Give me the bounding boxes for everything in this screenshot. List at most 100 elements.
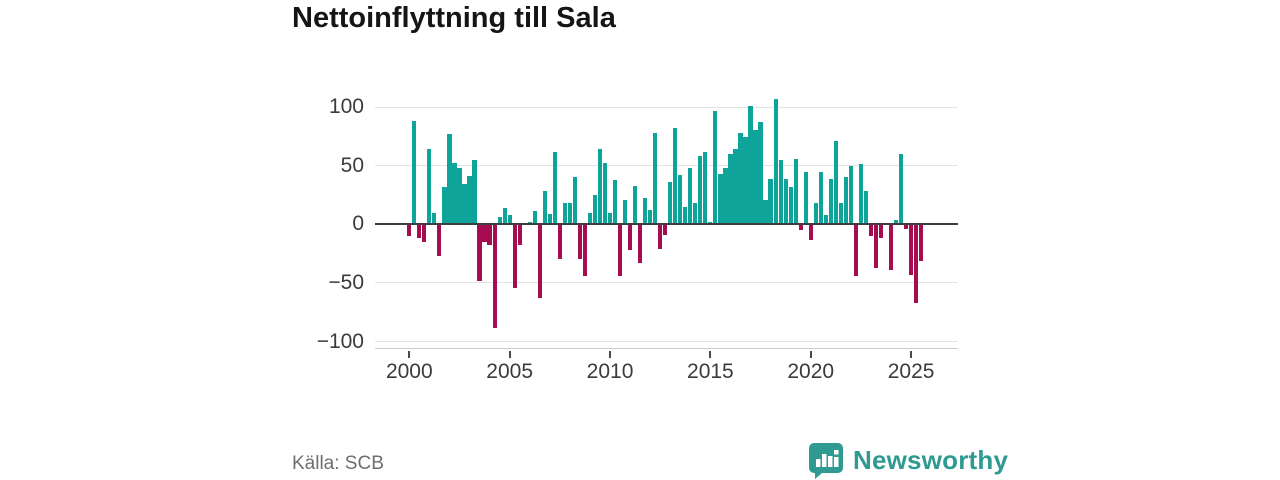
- newsworthy-bubble-icon: [809, 442, 843, 479]
- x-tick-label: 2005: [486, 360, 534, 383]
- bar: [838, 203, 843, 225]
- y-tick-label: 50: [340, 153, 364, 177]
- bar: [507, 214, 512, 225]
- x-tick-mark: [609, 351, 612, 358]
- bar: [683, 206, 688, 225]
- bar: [853, 224, 858, 276]
- x-tick-label: 2025: [887, 360, 935, 383]
- bar: [823, 214, 828, 225]
- bar: [773, 98, 778, 225]
- bar-chart: 2000 2005 2010 2015 2020 2025: [375, 88, 958, 388]
- bar: [447, 133, 452, 225]
- bar: [612, 179, 618, 225]
- bar: [633, 185, 638, 225]
- bar: [567, 203, 572, 225]
- bar: [462, 184, 467, 225]
- bar: [833, 141, 838, 225]
- bar: [863, 191, 869, 225]
- x-tick-label: 2015: [687, 360, 734, 383]
- bar: [552, 151, 557, 225]
- bar: [828, 178, 833, 225]
- bar: [477, 224, 482, 281]
- bar: [407, 224, 412, 237]
- bar: [898, 153, 904, 225]
- bar: [532, 211, 537, 225]
- bar: [482, 224, 487, 242]
- gridline: [375, 165, 958, 167]
- x-tick-label: 2020: [787, 360, 835, 383]
- bar: [432, 212, 437, 225]
- bar: [547, 213, 552, 225]
- gridline: [375, 282, 958, 284]
- bar: [602, 163, 608, 225]
- bar: [914, 224, 919, 303]
- bar: [427, 149, 432, 225]
- bar: [472, 159, 477, 225]
- y-tick-label: −100: [316, 329, 364, 353]
- bar: [693, 203, 698, 225]
- bar: [783, 178, 788, 225]
- x-tick-mark: [709, 351, 712, 358]
- bar: [653, 132, 658, 225]
- bar: [708, 221, 713, 225]
- bar: [437, 224, 442, 256]
- bar: [502, 207, 507, 225]
- bar: [688, 167, 693, 225]
- bar: [813, 203, 818, 225]
- bar: [903, 224, 909, 229]
- bar: [768, 178, 773, 225]
- bar: [638, 224, 643, 263]
- bar: [748, 105, 753, 225]
- bar: [497, 217, 502, 225]
- bar: [597, 149, 603, 225]
- bar: [442, 186, 447, 225]
- bar: [582, 224, 588, 276]
- bar: [808, 224, 813, 240]
- bar: [728, 153, 733, 225]
- bar: [778, 159, 783, 225]
- bar: [793, 158, 798, 225]
- bar: [723, 167, 728, 225]
- zero-line: [375, 223, 958, 226]
- bar: [422, 224, 427, 242]
- bar: [919, 224, 924, 261]
- newsworthy-logo: Newsworthy: [808, 441, 1008, 479]
- x-tick-mark: [508, 351, 511, 358]
- bar: [643, 198, 648, 225]
- bar: [557, 224, 562, 260]
- x-tick-mark: [809, 351, 812, 358]
- bar: [848, 165, 853, 225]
- y-tick-label: 0: [352, 212, 364, 236]
- bar: [788, 186, 793, 225]
- bar: [562, 203, 567, 225]
- bar: [798, 224, 803, 231]
- bar: [873, 224, 879, 268]
- bar: [758, 122, 763, 225]
- bar: [517, 224, 522, 246]
- bar: [738, 132, 743, 225]
- bar: [713, 110, 718, 225]
- bar: [698, 156, 703, 225]
- bar: [818, 171, 823, 225]
- bar: [452, 163, 457, 225]
- bar: [678, 175, 683, 225]
- bar: [542, 191, 547, 225]
- bar: [577, 224, 582, 260]
- bar: [417, 224, 422, 239]
- gridline: [375, 341, 958, 343]
- x-tick-label: 2010: [586, 360, 634, 383]
- bar: [743, 137, 748, 225]
- bar: [622, 199, 628, 225]
- bar: [703, 151, 708, 225]
- bar: [718, 173, 723, 225]
- x-tick-mark: [408, 351, 411, 358]
- y-axis-labels: 100 50 0 −50 −100: [280, 88, 364, 388]
- bar: [512, 224, 517, 288]
- bar: [537, 224, 542, 299]
- bar: [733, 149, 738, 225]
- bar: [893, 219, 899, 225]
- bar: [663, 224, 668, 235]
- bar: [753, 130, 758, 225]
- bar: [673, 128, 678, 225]
